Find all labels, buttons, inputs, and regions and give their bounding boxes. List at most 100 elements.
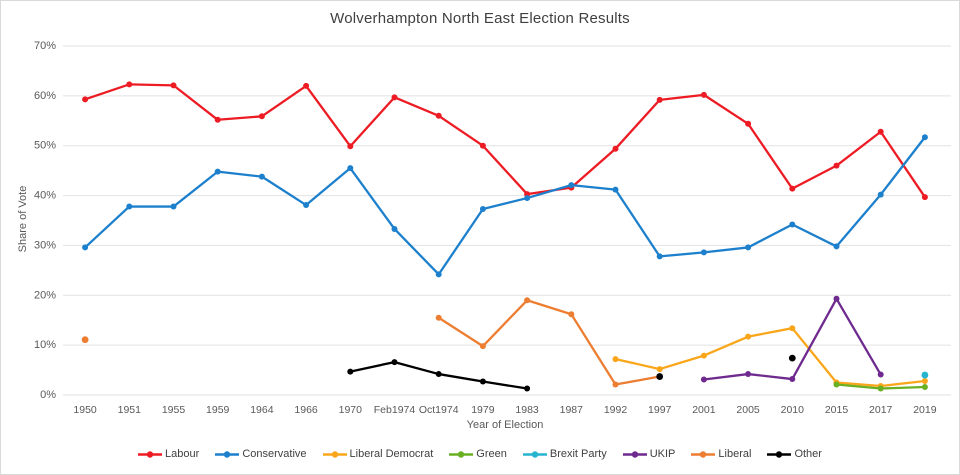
chart-legend: Labour Conservative Liberal Democrat Green B…: [1, 448, 959, 460]
legend-label: Liberal: [718, 448, 752, 460]
x-tick-label: 1955: [162, 404, 186, 416]
data-point: [391, 94, 398, 101]
x-tick-label: 1951: [118, 404, 142, 416]
x-tick-label: Oct1974: [419, 404, 459, 416]
legend-marker-dot: [631, 450, 638, 458]
data-point: [435, 271, 442, 278]
legend-marker-dot: [331, 450, 338, 458]
data-point: [745, 333, 752, 340]
legend-marker-dot: [531, 450, 539, 458]
x-tick-label: 2019: [913, 404, 937, 416]
legend-marker-icon: [522, 450, 547, 458]
data-point: [833, 243, 840, 250]
data-point: [214, 168, 221, 175]
series-liberal-democrat: [612, 325, 928, 390]
data-point: [82, 244, 89, 251]
legend-marker-icon: [691, 450, 716, 458]
data-point: [921, 134, 928, 141]
data-point: [833, 162, 840, 169]
series-green: [833, 381, 928, 392]
data-point: [258, 113, 265, 120]
data-point: [656, 96, 663, 103]
legend-item-brexit-party: Brexit Party: [522, 448, 607, 460]
series-liberal: [81, 297, 663, 388]
data-point: [524, 195, 531, 202]
y-tick-label: 30%: [34, 239, 56, 251]
x-tick-label: 2015: [825, 404, 849, 416]
y-tick-label: 70%: [34, 40, 56, 52]
y-tick-label: 20%: [34, 289, 56, 301]
data-point: [568, 311, 575, 318]
series-brexit-party: [921, 371, 929, 379]
x-tick-label: 2017: [869, 404, 893, 416]
x-tick-label: 1964: [250, 404, 274, 416]
data-point: [347, 143, 354, 150]
data-point: [700, 249, 707, 256]
x-tick-label: 1970: [339, 404, 363, 416]
series-line: [83, 136, 927, 276]
data-point: [877, 371, 884, 378]
y-tick-label: 60%: [34, 90, 56, 102]
data-point: [921, 194, 928, 201]
data-point: [170, 203, 177, 210]
series-conservative: [82, 134, 928, 278]
y-axis-title: Share of Vote: [17, 185, 29, 253]
data-point: [479, 343, 486, 350]
x-tick-label: Feb1974: [374, 404, 416, 416]
data-point: [391, 225, 398, 232]
data-point: [568, 182, 575, 189]
x-tick-label: 2001: [692, 404, 716, 416]
data-point: [656, 253, 663, 260]
x-axis-title: Year of Election: [466, 419, 544, 431]
legend-marker-dot: [458, 450, 465, 458]
data-point: [126, 203, 133, 210]
y-tick-label: 40%: [34, 190, 56, 202]
data-point: [435, 112, 442, 119]
data-point: [877, 128, 884, 135]
data-point: [303, 82, 310, 89]
data-point: [81, 336, 89, 344]
data-point: [789, 221, 796, 228]
legend-label: Green: [476, 448, 507, 460]
x-tick-label: 2005: [736, 404, 760, 416]
data-point: [921, 371, 929, 379]
y-tick-label: 50%: [34, 140, 56, 152]
x-tick-label: 1950: [73, 404, 97, 416]
legend-item-liberal: Liberal: [691, 448, 751, 460]
legend-marker-dot: [224, 450, 231, 458]
legend-item-ukip: UKIP: [622, 448, 675, 460]
legend-label: Labour: [165, 448, 200, 460]
data-point: [877, 385, 884, 392]
data-point: [82, 96, 89, 103]
data-point: [700, 376, 707, 383]
data-point: [524, 297, 531, 304]
legend-marker-icon: [215, 450, 240, 458]
x-tick-label: 1983: [515, 404, 539, 416]
data-point: [656, 366, 663, 373]
x-tick-label: 1959: [206, 404, 230, 416]
x-tick-label: 1966: [294, 404, 318, 416]
data-point: [435, 314, 442, 321]
legend-label: Other: [794, 448, 822, 460]
legend-item-green: Green: [449, 448, 507, 460]
series-line: [702, 297, 882, 381]
y-tick-label: 0%: [40, 389, 56, 401]
legend-label: Conservative: [242, 448, 307, 460]
data-point: [347, 165, 354, 172]
data-point: [479, 378, 486, 385]
data-point: [745, 244, 752, 251]
legend-marker-icon: [622, 450, 647, 458]
data-point: [612, 356, 619, 363]
data-point: [612, 186, 619, 193]
data-point: [921, 384, 928, 391]
data-point: [435, 371, 442, 378]
legend-label: Brexit Party: [549, 448, 607, 460]
data-point: [126, 81, 133, 88]
x-tick-label: 1987: [560, 404, 584, 416]
data-point: [877, 191, 884, 198]
legend-label: Liberal Democrat: [349, 448, 434, 460]
data-point: [170, 82, 177, 89]
data-point: [789, 185, 796, 192]
data-point: [745, 120, 752, 127]
